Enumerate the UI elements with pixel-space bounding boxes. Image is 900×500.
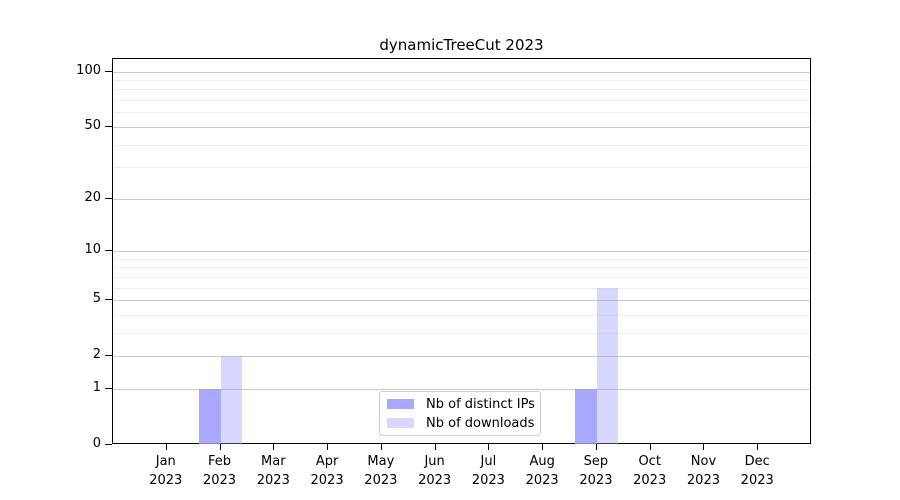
plot-area: [112, 58, 811, 444]
legend-label-distinct-ips: Nb of distinct IPs: [426, 396, 535, 412]
gridline-minor: [113, 80, 810, 82]
x-axis-tick: [542, 444, 544, 450]
gridline-major: [113, 356, 810, 358]
x-tick-label-year: 2023: [471, 473, 505, 488]
x-tick-label: Jul 2023: [460, 452, 516, 490]
y-axis-tick: [105, 387, 112, 389]
y-tick-label: 1: [92, 379, 101, 395]
gridline-minor: [113, 267, 810, 269]
y-tick-label: 20: [84, 189, 101, 205]
x-axis-tick: [595, 444, 597, 450]
gridline-minor: [113, 167, 810, 169]
y-axis-tick: [105, 70, 112, 72]
y-tick-label: 10: [84, 241, 101, 257]
x-tick-label: Apr 2023: [299, 452, 355, 490]
bar-distinct-ips: [199, 388, 221, 444]
x-tick-label-month: Sep: [583, 454, 609, 469]
x-axis-tick: [703, 444, 705, 450]
x-axis-tick: [273, 444, 275, 450]
x-tick-label-month: Feb: [208, 454, 232, 469]
chart-title: dynamicTreeCut 2023: [379, 36, 544, 54]
gridline-minor: [113, 314, 810, 316]
gridline-minor: [113, 276, 810, 278]
x-axis-tick: [649, 444, 651, 450]
y-axis-tick: [105, 444, 112, 445]
x-tick-label: May 2023: [353, 452, 409, 490]
x-tick-label-month: Nov: [690, 454, 717, 469]
bar-downloads: [220, 356, 243, 444]
x-tick-label-month: Jun: [424, 454, 445, 469]
gridline-minor: [113, 144, 810, 146]
x-tick-label: Jun 2023: [407, 452, 463, 490]
y-axis-tick: [105, 249, 112, 251]
gridline-minor: [113, 89, 810, 91]
x-tick-label-year: 2023: [633, 473, 667, 488]
x-tick-label-year: 2023: [579, 473, 613, 488]
y-axis-tick: [105, 197, 112, 199]
x-tick-label-month: Apr: [315, 454, 339, 469]
y-tick-label: 2: [92, 347, 101, 363]
x-tick-label: Oct 2023: [622, 452, 678, 490]
x-tick-label-year: 2023: [740, 473, 774, 488]
y-tick-label: 0: [92, 436, 101, 451]
y-tick-label: 100: [76, 62, 101, 78]
x-tick-label-month: May: [367, 454, 395, 469]
x-tick-label-year: 2023: [256, 473, 290, 488]
x-tick-label: Aug 2023: [514, 452, 570, 490]
x-tick-label-month: Dec: [744, 454, 770, 469]
gridline-major: [113, 126, 810, 128]
x-tick-label-year: 2023: [525, 473, 559, 488]
x-tick-label-month: Jul: [480, 454, 497, 469]
x-tick-label-year: 2023: [364, 473, 398, 488]
x-axis-tick: [434, 444, 436, 450]
x-tick-label: Mar 2023: [245, 452, 301, 490]
y-axis-tick: [105, 125, 112, 127]
x-tick-label-month: Mar: [261, 454, 286, 469]
x-axis-tick: [488, 444, 490, 450]
x-axis-tick: [219, 444, 221, 450]
legend: Nb of distinct IPs Nb of downloads: [379, 391, 541, 436]
x-tick-label-year: 2023: [310, 473, 344, 488]
x-tick-label-year: 2023: [686, 473, 720, 488]
bar-distinct-ips: [575, 388, 597, 444]
x-tick-label-year: 2023: [418, 473, 452, 488]
bar-downloads: [596, 287, 619, 444]
legend-swatch-distinct-ips: [387, 399, 414, 409]
gridline-major: [113, 198, 810, 200]
legend-label-downloads: Nb of downloads: [426, 415, 535, 431]
x-tick-label-month: Aug: [529, 454, 555, 469]
legend-item-downloads: Nb of downloads: [387, 415, 540, 431]
y-axis-tick: [105, 299, 112, 301]
x-tick-label: Feb 2023: [192, 452, 248, 490]
gridline-major: [113, 250, 810, 252]
gridline-minor: [113, 112, 810, 114]
x-tick-label: Nov 2023: [675, 452, 731, 490]
gridline-major: [113, 300, 810, 302]
x-axis-tick: [380, 444, 382, 450]
x-tick-label: Jan 2023: [138, 452, 194, 490]
gridline-minor: [113, 287, 810, 289]
y-tick-label: 5: [92, 291, 101, 307]
gridline-minor: [113, 100, 810, 102]
x-tick-label: Dec 2023: [729, 452, 785, 490]
gridline-major: [113, 388, 810, 390]
x-tick-label-month: Jan: [155, 454, 176, 469]
gridline-major: [113, 71, 810, 73]
legend-item-distinct-ips: Nb of distinct IPs: [387, 396, 540, 412]
x-axis-tick: [327, 444, 329, 450]
y-tick-label: 50: [84, 117, 101, 133]
x-axis-tick: [757, 444, 759, 450]
x-axis-tick: [165, 444, 167, 450]
legend-swatch-downloads: [387, 418, 414, 428]
gridline-minor: [113, 258, 810, 260]
x-tick-label-year: 2023: [202, 473, 237, 488]
gridline-minor: [113, 332, 810, 334]
x-tick-label-month: Oct: [638, 454, 661, 469]
x-tick-label-year: 2023: [149, 473, 183, 488]
y-axis-tick: [105, 355, 112, 357]
x-tick-label: Sep 2023: [568, 452, 624, 490]
